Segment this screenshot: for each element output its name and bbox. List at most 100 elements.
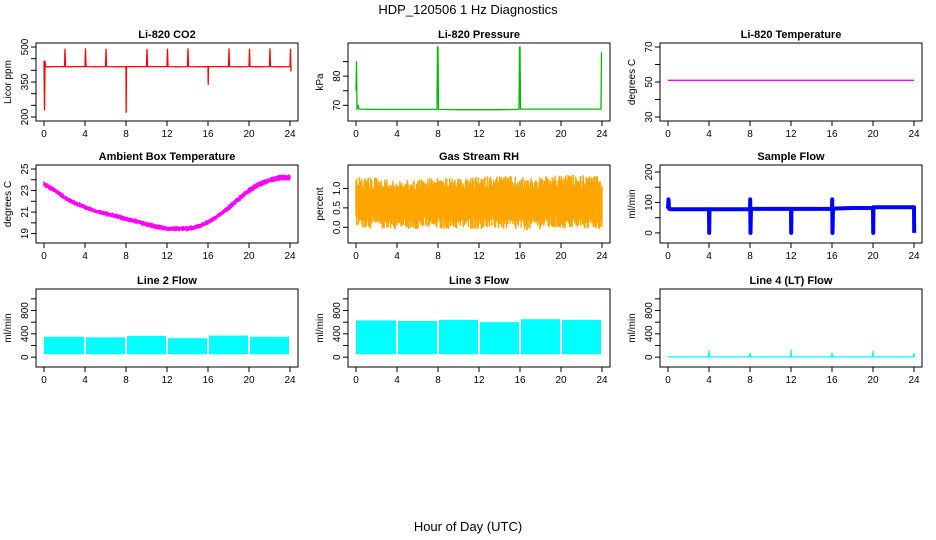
x-tick-label: 20 — [243, 251, 255, 262]
flow-block — [480, 322, 519, 355]
y-axis-label: ml/min — [3, 313, 14, 342]
flow-block — [86, 337, 125, 355]
x-tick-label: 4 — [394, 251, 400, 262]
panel-title: Line 3 Flow — [449, 275, 509, 287]
data-layer — [355, 175, 603, 231]
y-tick-label: 200 — [644, 163, 655, 180]
x-tick-label: 20 — [243, 129, 255, 140]
y-tick-label: 50 — [644, 76, 655, 88]
x-tick-label: 16 — [202, 375, 214, 386]
y-tick-label: 0 — [20, 354, 31, 360]
x-tick-label: 16 — [514, 251, 526, 262]
x-tick-label: 8 — [435, 129, 441, 140]
x-tick-label: 0 — [353, 129, 359, 140]
x-tick-label: 20 — [555, 375, 567, 386]
y-axis-label: kPa — [315, 73, 326, 91]
x-tick-label: 4 — [82, 251, 88, 262]
x-tick-label: 4 — [706, 375, 712, 386]
x-tick-label: 24 — [908, 129, 920, 140]
x-tick-label: 4 — [706, 129, 712, 140]
flow-block — [521, 319, 560, 355]
y-tick-label: 21 — [20, 206, 31, 218]
x-tick-label: 8 — [123, 375, 129, 386]
y-tick-label: 200 — [20, 108, 31, 125]
y-axis-label: ml/min — [315, 313, 326, 342]
x-tick-label: 12 — [473, 375, 485, 386]
x-tick-label: 16 — [202, 251, 214, 262]
x-tick-label: 0 — [665, 375, 671, 386]
x-tick-label: 0 — [353, 251, 359, 262]
flow-block — [356, 320, 396, 355]
y-tick-label: 350 — [20, 73, 31, 90]
x-tick-label: 20 — [867, 129, 879, 140]
x-tick-label: 0 — [665, 129, 671, 140]
flow-block — [250, 336, 289, 355]
y-tick-label: 23 — [20, 185, 31, 197]
y-tick-label: 800 — [332, 302, 343, 319]
y-tick-label: 0.0 — [332, 220, 343, 234]
series-line — [666, 197, 917, 235]
flow-block — [168, 338, 207, 355]
data-layer — [668, 349, 916, 358]
y-tick-label: 80 — [332, 70, 343, 82]
x-tick-label: 8 — [123, 129, 129, 140]
panel-title: Li-820 Pressure — [438, 29, 520, 41]
x-tick-label: 4 — [82, 375, 88, 386]
y-axis-label: percent — [315, 187, 326, 221]
panel-title: Li-820 Temperature — [741, 29, 842, 41]
data-layer — [44, 335, 289, 355]
x-tick-label: 8 — [747, 251, 753, 262]
x-tick-label: 16 — [826, 129, 838, 140]
x-tick-label: 20 — [555, 251, 567, 262]
panel-6: Sample Flow ml/min 0 4 8 12 16 20 24 0 100 200 — [627, 151, 923, 262]
x-tick-label: 4 — [706, 251, 712, 262]
flow-block — [562, 319, 601, 355]
y-tick-label: 1.0 — [332, 181, 343, 195]
x-tick-label: 20 — [555, 129, 567, 140]
y-axis-label: ml/min — [627, 313, 638, 342]
flow-block — [209, 335, 248, 355]
x-tick-label: 12 — [161, 129, 173, 140]
figure-title: HDP_120506 1 Hz Diagnostics — [378, 2, 558, 17]
x-tick-label: 4 — [394, 129, 400, 140]
panel-title: Li-820 CO2 — [138, 29, 195, 41]
x-tick-label: 20 — [867, 251, 879, 262]
series-line — [668, 349, 916, 358]
x-tick-label: 4 — [394, 375, 400, 386]
y-axis-label: degrees C — [3, 181, 14, 227]
panel-2: Li-820 Pressure kPa 0 4 8 12 16 20 24 70 80 — [315, 29, 611, 140]
plot-frame — [659, 42, 923, 122]
flow-block — [439, 319, 478, 355]
y-axis-label: ml/min — [627, 189, 638, 218]
x-tick-label: 8 — [123, 251, 129, 262]
y-tick-label: 70 — [644, 41, 655, 53]
x-tick-label: 24 — [284, 375, 296, 386]
x-tick-label: 24 — [596, 375, 608, 386]
x-tick-label: 16 — [202, 129, 214, 140]
x-tick-label: 20 — [867, 375, 879, 386]
y-tick-label: 0.5 — [332, 201, 343, 215]
y-tick-label: 70 — [332, 99, 343, 111]
x-tick-label: 24 — [596, 129, 608, 140]
y-tick-label: 400 — [644, 325, 655, 342]
series-line — [43, 48, 292, 113]
x-tick-label: 12 — [785, 251, 797, 262]
panel-title: Ambient Box Temperature — [99, 151, 236, 163]
data-layer — [356, 319, 601, 355]
series-band — [43, 174, 291, 232]
x-tick-label: 4 — [82, 129, 88, 140]
y-tick-label: 500 — [20, 38, 31, 55]
flow-block — [44, 336, 84, 355]
x-tick-label: 0 — [665, 251, 671, 262]
x-tick-label: 16 — [514, 375, 526, 386]
flow-block — [398, 321, 437, 355]
x-tick-label: 24 — [284, 251, 296, 262]
y-tick-label: 800 — [644, 302, 655, 319]
x-tick-label: 24 — [908, 251, 920, 262]
x-tick-label: 8 — [747, 129, 753, 140]
y-tick-label: 100 — [644, 194, 655, 211]
x-axis-label: Hour of Day (UTC) — [414, 519, 522, 534]
x-tick-label: 8 — [435, 375, 441, 386]
